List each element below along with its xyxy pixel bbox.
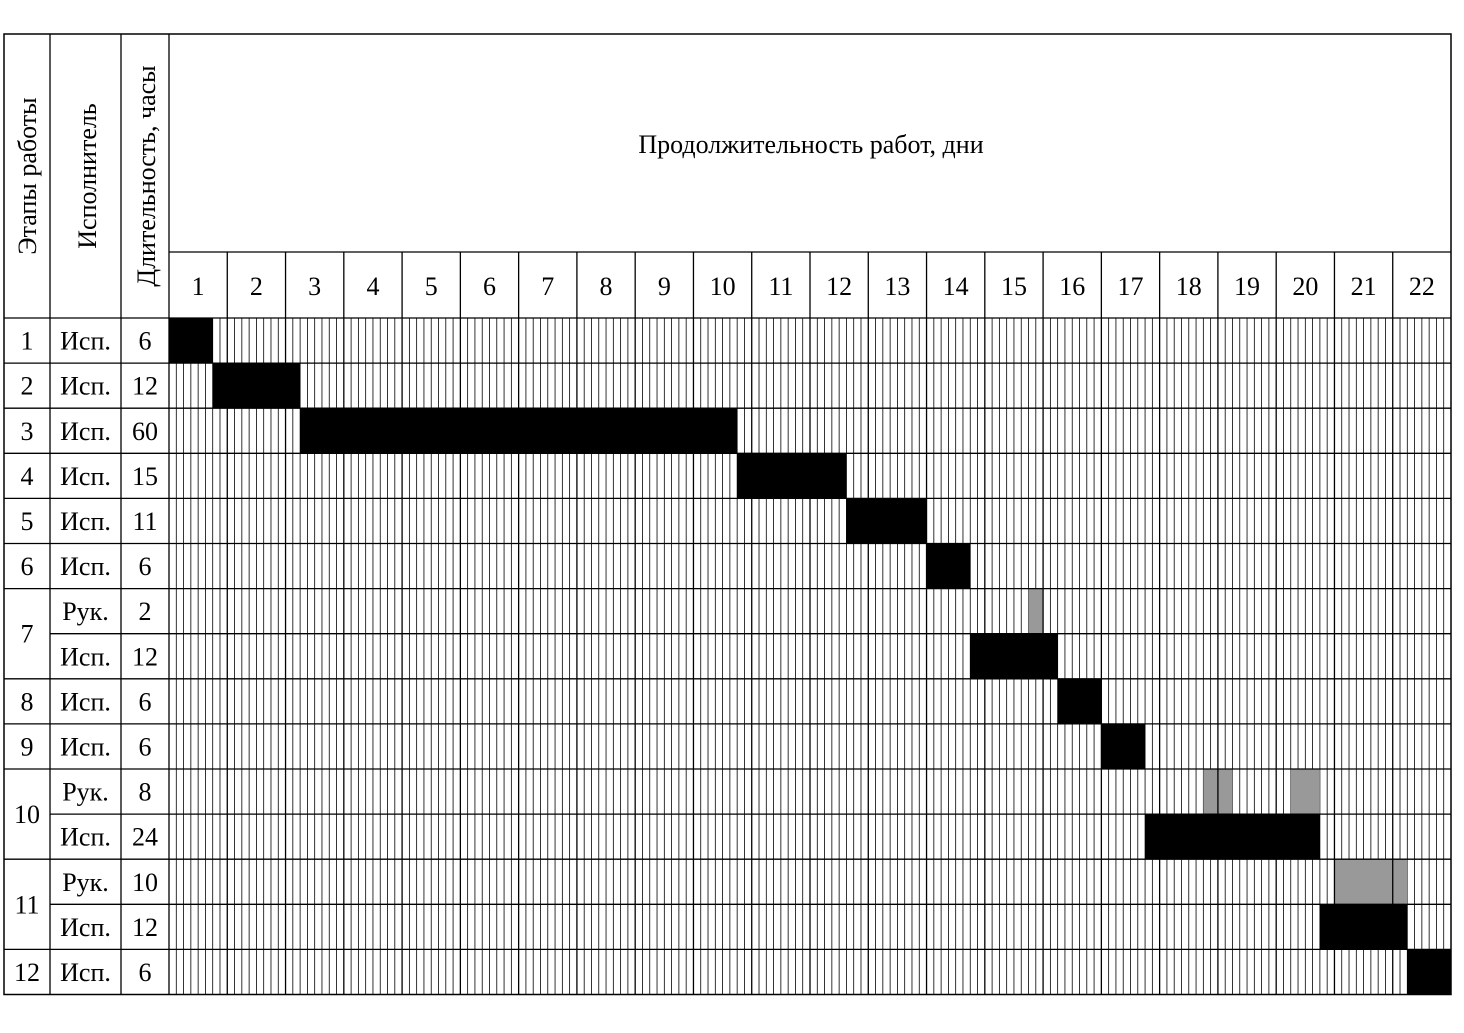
table-borders <box>3 33 1452 996</box>
day-label: 7 <box>541 272 554 301</box>
stage-number: 10 <box>14 800 40 829</box>
executor-cell: Исп. <box>60 417 111 446</box>
day-label: 18 <box>1176 272 1202 301</box>
executor-cell: Рук. <box>62 597 109 626</box>
executor-cell: Исп. <box>60 327 111 356</box>
duration-cell: 12 <box>132 642 158 671</box>
executor-bar <box>926 543 971 589</box>
executor-bar <box>169 318 213 364</box>
stage-number: 3 <box>21 417 34 446</box>
duration-cell: 6 <box>139 327 152 356</box>
day-label: 17 <box>1118 272 1144 301</box>
executor-cell: Рук. <box>62 868 109 897</box>
day-label: 1 <box>192 272 205 301</box>
duration-cell: 8 <box>139 778 152 807</box>
duration-cell: 2 <box>139 597 152 626</box>
day-label: 4 <box>366 272 379 301</box>
executor-bar <box>212 363 301 409</box>
duration-cell: 60 <box>132 417 158 446</box>
stage-number: 11 <box>14 890 39 919</box>
executor-bar <box>846 498 927 544</box>
header-stages: Этапы работы <box>13 97 42 254</box>
executor-cell: Исп. <box>60 552 111 581</box>
duration-cell: 6 <box>139 552 152 581</box>
executor-cell: Исп. <box>60 958 111 987</box>
stage-number: 5 <box>21 507 34 536</box>
duration-cell: 12 <box>132 913 158 942</box>
stage-number: 2 <box>21 372 34 401</box>
duration-cell: 6 <box>139 687 152 716</box>
executor-cell: Исп. <box>60 823 111 852</box>
stage-number: 4 <box>21 462 34 491</box>
executor-cell: Исп. <box>60 372 111 401</box>
day-label: 19 <box>1234 272 1260 301</box>
executor-cell: Рук. <box>62 778 109 807</box>
executor-bar <box>737 453 847 499</box>
day-label: 8 <box>600 272 613 301</box>
executor-cell: Исп. <box>60 913 111 942</box>
day-label: 22 <box>1409 272 1435 301</box>
duration-cell: 6 <box>139 958 152 987</box>
table-outline <box>3 33 1452 996</box>
stage-number: 12 <box>14 958 40 987</box>
manager-bar <box>1290 769 1320 815</box>
day-label: 3 <box>308 272 321 301</box>
day-label: 13 <box>884 272 910 301</box>
day-label: 9 <box>658 272 671 301</box>
executor-cell: Исп. <box>60 507 111 536</box>
day-label: 6 <box>483 272 496 301</box>
executor-bar <box>1145 814 1320 860</box>
duration-cell: 11 <box>132 507 157 536</box>
timeline-title: Продолжительность работ, дни <box>638 130 983 159</box>
stage-number: 1 <box>21 327 34 356</box>
day-labels: 1 2 3 4 5 6 7 8 9 10 11 12 13 14 15 16 17 18 19 20 21 22 <box>192 272 1435 301</box>
executor-bar <box>1319 904 1408 950</box>
day-label: 11 <box>768 272 793 301</box>
duration-cell: 10 <box>132 868 158 897</box>
duration-cell: 15 <box>132 462 158 491</box>
day-label: 16 <box>1059 272 1085 301</box>
header-executor: Исполнитель <box>73 103 102 249</box>
duration-cell: 6 <box>139 732 152 761</box>
stage-number: 8 <box>21 687 34 716</box>
executor-cell: Исп. <box>60 642 111 671</box>
stage-number: 6 <box>21 552 34 581</box>
task-rows: 1 Исп. 6 2 Исп. 12 3 Исп. 60 4 Исп. 15 5 Исп. 11 6 Исп. 6… <box>14 327 158 987</box>
executor-bar <box>970 633 1058 679</box>
day-label: 10 <box>710 272 736 301</box>
day-label: 20 <box>1292 272 1318 301</box>
executor-bar <box>1407 949 1451 995</box>
duration-cell: 24 <box>132 823 158 852</box>
day-label: 5 <box>425 272 438 301</box>
executor-bar <box>1101 723 1146 769</box>
manager-bar <box>1334 859 1408 905</box>
manager-bar <box>1028 588 1044 634</box>
stage-number: 9 <box>21 732 34 761</box>
stage-number: 7 <box>21 620 34 649</box>
day-label: 15 <box>1001 272 1027 301</box>
day-label: 14 <box>943 272 969 301</box>
day-label: 21 <box>1351 272 1377 301</box>
executor-bar <box>1057 678 1102 724</box>
executor-cell: Исп. <box>60 732 111 761</box>
duration-cell: 12 <box>132 372 158 401</box>
day-label: 12 <box>826 272 852 301</box>
day-label: 2 <box>250 272 263 301</box>
executor-cell: Исп. <box>60 462 111 491</box>
executor-cell: Исп. <box>60 687 111 716</box>
header-duration: Длительность, часы <box>132 65 161 286</box>
